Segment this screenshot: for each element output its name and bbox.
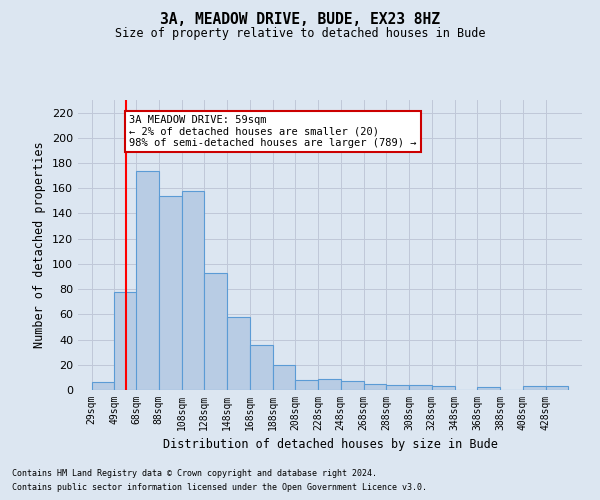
Bar bbox=[227, 317, 250, 390]
Bar bbox=[115, 292, 137, 390]
Text: Contains HM Land Registry data © Crown copyright and database right 2024.: Contains HM Land Registry data © Crown c… bbox=[12, 468, 377, 477]
X-axis label: Distribution of detached houses by size in Bude: Distribution of detached houses by size … bbox=[163, 438, 497, 452]
Bar bbox=[92, 382, 115, 390]
Bar bbox=[182, 191, 204, 390]
Text: Contains public sector information licensed under the Open Government Licence v3: Contains public sector information licen… bbox=[12, 484, 427, 492]
Y-axis label: Number of detached properties: Number of detached properties bbox=[34, 142, 46, 348]
Bar bbox=[478, 388, 500, 390]
Bar bbox=[523, 386, 545, 390]
Bar bbox=[159, 196, 182, 390]
Bar bbox=[318, 378, 341, 390]
Bar bbox=[432, 386, 455, 390]
Bar bbox=[341, 381, 364, 390]
Text: 3A, MEADOW DRIVE, BUDE, EX23 8HZ: 3A, MEADOW DRIVE, BUDE, EX23 8HZ bbox=[160, 12, 440, 28]
Bar bbox=[364, 384, 386, 390]
Bar bbox=[250, 344, 272, 390]
Bar bbox=[386, 385, 409, 390]
Bar bbox=[409, 385, 432, 390]
Bar bbox=[272, 365, 295, 390]
Bar bbox=[295, 380, 318, 390]
Text: Size of property relative to detached houses in Bude: Size of property relative to detached ho… bbox=[115, 28, 485, 40]
Bar bbox=[136, 170, 159, 390]
Bar bbox=[204, 272, 227, 390]
Text: 3A MEADOW DRIVE: 59sqm
← 2% of detached houses are smaller (20)
98% of semi-deta: 3A MEADOW DRIVE: 59sqm ← 2% of detached … bbox=[129, 115, 416, 148]
Bar bbox=[545, 386, 568, 390]
